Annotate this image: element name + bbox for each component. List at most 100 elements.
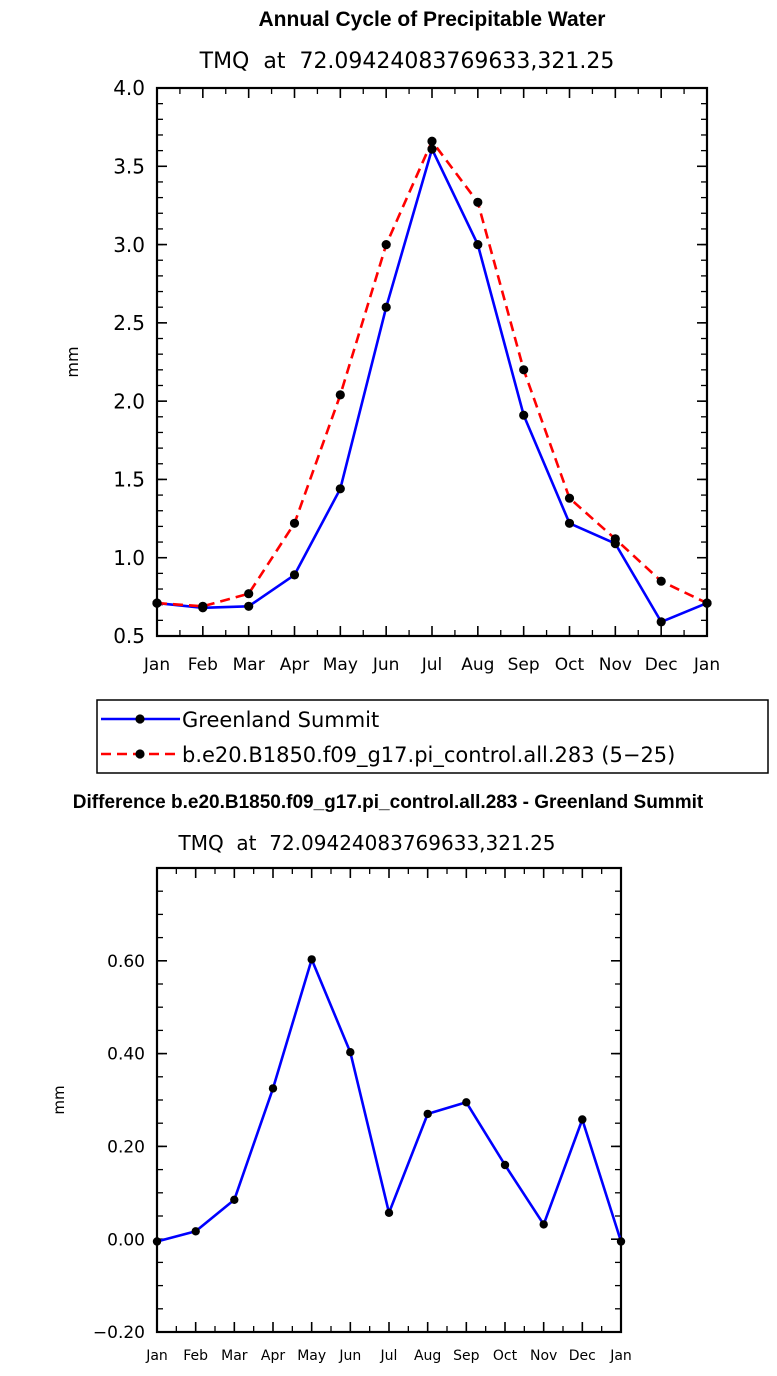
x-tick-label: Feb	[183, 1348, 208, 1364]
series-1-point	[702, 598, 712, 608]
chart2-ticks	[156, 867, 622, 1333]
series-1-point	[289, 518, 300, 528]
series-1-point	[152, 598, 162, 608]
series-0-point	[462, 1098, 471, 1107]
series-line-0	[156, 958, 623, 1243]
series-0-point	[307, 955, 316, 964]
x-tick-label: Feb	[188, 655, 218, 675]
x-tick-label: Jan	[143, 655, 170, 675]
y-tick-label: 2.0	[113, 389, 145, 413]
series-1-point	[335, 390, 345, 400]
x-tick-label: May	[297, 1348, 326, 1364]
series-0-point	[152, 1237, 162, 1246]
legend-label-model: b.e20.B1850.f09_g17.pi_control.all.283 (…	[182, 743, 675, 768]
series-1-point	[473, 197, 483, 207]
chart2-tick-labels: Jan Feb Mar Apr May Jun Jul Aug Sep Oct Nov Dec Jan−…	[93, 952, 632, 1364]
x-tick-label: Jan	[693, 655, 720, 675]
series-0-point	[423, 1109, 432, 1119]
x-tick-label: Nov	[599, 655, 632, 675]
series-0-point	[616, 1237, 626, 1246]
series-0-point	[539, 1220, 548, 1229]
y-tick-label: 0.00	[107, 1230, 145, 1250]
series-0-point	[191, 1227, 200, 1236]
chart1-plot-frame	[155, 86, 709, 638]
series-1-point	[244, 589, 254, 599]
y-tick-label: 4.0	[113, 76, 145, 100]
series-0-point	[381, 302, 391, 312]
x-tick-label: Jul	[421, 655, 443, 675]
x-tick-label: Dec	[569, 1348, 596, 1364]
x-tick-label: Oct	[493, 1348, 518, 1364]
x-tick-label: Jan	[145, 1348, 168, 1364]
series-1-point	[656, 576, 666, 586]
chart1-title: Annual Cycle of Precipitable Water	[259, 8, 606, 31]
legend-box	[96, 699, 769, 774]
chart1-ylabel: mm	[63, 346, 82, 377]
series-0-point	[427, 144, 437, 154]
series-0-point	[289, 570, 300, 580]
chart2-subtitle: TMQ at 72.09424083769633,321.25	[177, 831, 555, 855]
y-tick-label: 0.5	[113, 624, 145, 648]
y-tick-label: 1.5	[113, 468, 145, 492]
x-tick-label: Aug	[414, 1348, 441, 1364]
chart1-legend: Greenland Summit b.e20.B1850.f09_g17.pi_…	[96, 699, 769, 774]
y-tick-label: 0.40	[107, 1045, 145, 1065]
chart2-plot-frame	[155, 866, 623, 1334]
series-0-point	[335, 484, 345, 494]
series-0-point	[578, 1115, 587, 1124]
series-1-point	[427, 136, 437, 146]
legend-label-greenland: Greenland Summit	[182, 708, 379, 732]
chart1-subtitle: TMQ at 72.09424083769633,321.25	[199, 49, 615, 74]
x-tick-label: Jun	[372, 655, 400, 675]
y-tick-label: 2.5	[113, 311, 145, 335]
series-1-point	[198, 601, 208, 611]
y-tick-label: 0.60	[107, 952, 145, 972]
y-tick-label: 3.5	[113, 154, 145, 178]
legend-marker-model	[135, 749, 145, 759]
series-0-point	[346, 1048, 355, 1057]
y-tick-label: 0.20	[107, 1138, 145, 1158]
series-0-point	[500, 1160, 510, 1170]
series-0-point	[268, 1084, 278, 1093]
x-tick-label: Sep	[453, 1348, 480, 1364]
x-tick-label: Oct	[555, 655, 585, 675]
series-0-point	[473, 240, 483, 250]
x-tick-label: Nov	[530, 1348, 557, 1364]
chart1-tick-labels: Jan Feb Mar Apr May Jun Jul Aug Sep Oct Nov Dec Jan 0…	[113, 76, 720, 675]
y-tick-label: −0.20	[93, 1323, 145, 1343]
y-tick-label: 1.0	[113, 546, 145, 570]
series-1-point	[564, 493, 575, 503]
chart1-series	[152, 136, 712, 627]
x-tick-label: Sep	[508, 655, 540, 675]
x-tick-label: Jun	[338, 1348, 361, 1364]
x-tick-label: Mar	[221, 1348, 248, 1364]
x-tick-label: Apr	[261, 1348, 285, 1364]
x-tick-label: Apr	[280, 655, 309, 675]
x-tick-label: May	[323, 655, 358, 675]
x-tick-label: Mar	[233, 655, 265, 675]
series-0-point	[564, 518, 575, 528]
chart1-ticks	[156, 87, 708, 637]
annual-cycle-chart: Annual Cycle of Precipitable Water TMQ a…	[63, 8, 769, 774]
x-tick-label: Aug	[461, 655, 494, 675]
x-tick-label: Dec	[645, 655, 678, 675]
chart2-series	[152, 955, 626, 1246]
series-line-1	[156, 139, 708, 608]
chart2-title: Difference b.e20.B1850.f09_g17.pi_contro…	[73, 792, 704, 813]
difference-chart: Difference b.e20.B1850.f09_g17.pi_contro…	[50, 792, 704, 1364]
legend-marker-greenland	[135, 714, 145, 724]
series-0-point	[230, 1195, 239, 1205]
x-tick-label: Jul	[380, 1348, 398, 1364]
series-0-point	[384, 1208, 394, 1218]
series-1-point	[610, 534, 620, 544]
x-tick-label: Jan	[609, 1348, 632, 1364]
y-tick-label: 3.0	[113, 233, 145, 257]
chart2-ylabel: mm	[50, 1085, 68, 1114]
series-0-point	[519, 410, 529, 420]
series-0-point	[244, 601, 254, 611]
series-1-point	[381, 240, 391, 250]
series-0-point	[656, 617, 666, 627]
series-line-0	[156, 147, 708, 624]
series-1-point	[519, 365, 529, 375]
